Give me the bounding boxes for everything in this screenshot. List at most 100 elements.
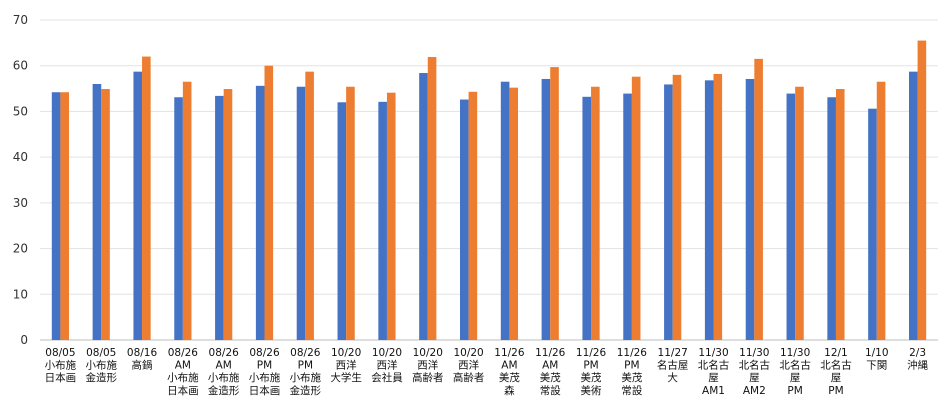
x-category-label-line: 日本画: [167, 384, 199, 397]
bar-series2-10: [427, 57, 437, 341]
y-tick-label: 60: [13, 59, 28, 73]
x-category-label: 10/20 西洋高齢者: [412, 347, 444, 384]
bar-series1-21: [868, 108, 877, 340]
x-category-label-line: PM: [624, 360, 639, 372]
bar-series1-15: [623, 93, 632, 340]
y-tick-label: 50: [13, 104, 28, 118]
x-category-label-line: 常設: [621, 384, 642, 397]
bar-series2-17: [713, 73, 723, 340]
bar-series1-3: [133, 71, 143, 341]
x-category-label-line: 12/1: [824, 347, 848, 359]
bar-series2-6: [264, 65, 274, 340]
x-category-label-line: 11/26: [535, 347, 566, 359]
x-category-label: 11/26 AM 美茂常設: [535, 347, 566, 397]
x-category-label-line: 08/16: [127, 347, 158, 359]
x-category-label-line: 下関: [866, 360, 887, 372]
x-category-label-line: 2/3: [909, 347, 926, 359]
bar-series2-14: [591, 86, 600, 340]
bar-series1-7: [296, 86, 306, 340]
x-category-label: 11/30 北名古屋 AM2: [739, 347, 771, 397]
y-tick-label: 20: [13, 242, 28, 256]
bar-series2-8: [346, 86, 355, 340]
bar-series1-17: [704, 80, 714, 340]
x-category-label: 08/26 PM 小布施日本画: [249, 347, 281, 397]
x-category-label: 10/20 西洋会社員: [371, 347, 403, 384]
x-category-label-line: AM2: [743, 385, 766, 397]
x-category-label-line: AM: [501, 360, 517, 372]
x-category-label: 08/26 PM 小布施金造形: [290, 347, 322, 397]
x-category-label-line: 10/20: [413, 347, 443, 359]
x-category-label-line: 日本画: [249, 384, 281, 397]
x-category-label-line: 北名古: [820, 359, 852, 372]
x-category-label: 11/30 北名古屋 AM1: [698, 347, 730, 397]
x-category-label: 11/26 PM 美茂美術: [576, 347, 607, 397]
x-category-label-line: 小布施: [167, 371, 199, 384]
bar-series2-12: [509, 87, 519, 341]
x-category-label-line: 常設: [540, 384, 561, 397]
bar-series2-16: [672, 74, 682, 340]
x-category-label-line: 美茂: [499, 371, 520, 384]
y-tick-label: 0: [20, 333, 28, 347]
x-category-label: 11/27 名古屋大: [657, 347, 689, 384]
y-tick-label: 40: [13, 150, 28, 164]
x-category-label: 08/16 高鍋: [127, 347, 158, 372]
x-category-label-line: 10/20: [453, 347, 483, 359]
x-category-label-line: 金造形: [85, 371, 117, 384]
x-category-label: 10/20 西洋大学生: [330, 347, 362, 384]
x-category-label-line: PM: [257, 360, 272, 372]
x-category-label-line: 北名古: [698, 359, 730, 372]
x-category-label-line: 美茂: [581, 371, 602, 384]
bar-series1-11: [459, 99, 469, 341]
x-category-label-line: 11/30: [739, 347, 769, 359]
y-tick-label: 30: [13, 196, 28, 210]
x-category-label-line: 小布施: [290, 371, 322, 384]
x-category-label-line: 会社員: [371, 371, 403, 384]
x-category-label: 08/26 AM 小布施金造形: [208, 347, 240, 397]
bar-series1-14: [582, 96, 592, 340]
x-category-label-line: 屋: [708, 372, 719, 384]
y-tick-label: 70: [13, 13, 28, 27]
bar-series1-9: [378, 101, 387, 340]
x-category-label-line: 08/26: [209, 347, 240, 359]
x-category-label: 11/26 AM 美茂森: [494, 347, 525, 397]
x-category-label-line: 10/20: [331, 347, 361, 359]
bar-series1-1: [51, 92, 61, 340]
x-category-label-line: PM: [787, 385, 802, 397]
x-category-label-line: 高鍋: [132, 359, 153, 372]
x-category-label-line: 西洋: [417, 359, 438, 372]
x-category-label-line: AM: [216, 360, 232, 372]
x-category-label-line: 小布施: [45, 359, 77, 372]
x-category-label-line: 美茂: [540, 371, 561, 384]
x-category-label-line: 08/26: [249, 347, 280, 359]
bar-series2-19: [795, 86, 804, 340]
bar-series2-9: [386, 92, 396, 340]
bar-series2-5: [223, 89, 233, 341]
x-category-label-line: 屋: [831, 372, 842, 384]
y-axis: 0 10 20 30 40 50 60 70: [13, 13, 28, 347]
x-category-label-line: 高齢者: [412, 371, 444, 384]
x-category-label-line: 北名古: [779, 359, 811, 372]
bar-series2-4: [182, 81, 192, 340]
x-category-label-line: AM1: [702, 385, 725, 397]
bar-series1-18: [745, 78, 755, 340]
x-category-label-line: 10/20: [372, 347, 402, 359]
bar-series1-19: [786, 93, 796, 340]
x-category-label-line: 1/10: [865, 347, 889, 359]
x-category-label-line: 小布施: [85, 359, 117, 372]
x-category-label-line: 08/05: [86, 347, 116, 359]
x-category-label-line: 11/30: [698, 347, 728, 359]
bar-series2-15: [631, 76, 641, 340]
bar-series2-1: [60, 92, 70, 340]
x-category-label-line: 金造形: [208, 384, 240, 397]
x-category-label: 12/1 北名古屋 PM: [820, 347, 852, 397]
x-category-label-line: 11/30: [780, 347, 810, 359]
bar-series2-20: [835, 89, 845, 341]
x-category-label-line: 金造形: [290, 384, 322, 397]
x-category-label-line: 11/26: [617, 347, 648, 359]
x-category-label-line: 大: [667, 371, 678, 384]
x-category-label-line: 西洋: [376, 359, 397, 372]
bar-series2-21: [876, 81, 886, 340]
bar-series1-2: [92, 84, 102, 340]
